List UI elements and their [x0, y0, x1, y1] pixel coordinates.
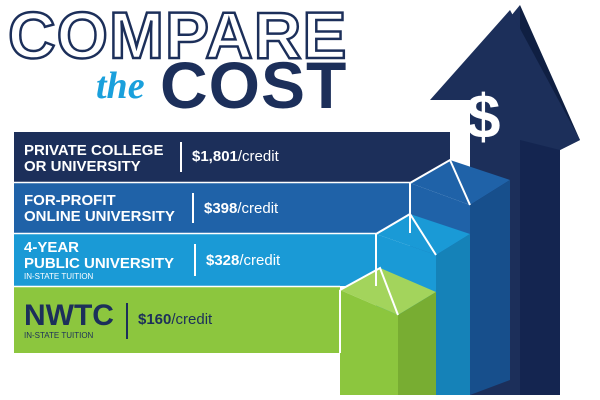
arrow-shaft-shadow [520, 140, 560, 395]
row-nwtc-price: $160/credit [138, 311, 212, 328]
row-private-divider [180, 142, 182, 172]
row-private-price-value: $1,801 [192, 148, 238, 165]
row-public: 4-YEAR PUBLIC UNIVERSITY IN-STATE TUITIO… [14, 234, 376, 286]
title-cost: COST [160, 48, 348, 122]
row-for-profit: FOR-PROFIT ONLINE UNIVERSITY $398/credit [14, 183, 410, 233]
row-public-price-unit: /credit [239, 252, 281, 269]
row-for-profit-price: $398/credit [204, 200, 278, 217]
row-public-price-value: $328 [206, 252, 240, 269]
row-public-divider [194, 244, 196, 276]
row-for-profit-divider [192, 193, 194, 223]
bar-for-profit [14, 183, 410, 233]
dollar-sign-icon: $ [466, 83, 501, 152]
row-nwtc-price-value: $160 [138, 311, 172, 328]
row-public-line2: PUBLIC UNIVERSITY [24, 255, 175, 272]
row-public-line1: 4-YEAR [24, 239, 80, 256]
row-private-label: PRIVATE COLLEGE OR UNIVERSITY [24, 143, 163, 175]
row-private-price-unit: /credit [237, 148, 279, 165]
bar-nwtc [14, 287, 340, 353]
row-private: PRIVATE COLLEGE OR UNIVERSITY $1,801/cre… [14, 132, 450, 182]
row-nwtc-label: NWTC IN-STATE TUITION [24, 301, 114, 341]
row-private-line2: OR UNIVERSITY [24, 158, 141, 175]
row-for-profit-price-value: $398 [204, 200, 238, 217]
step-light-side [436, 234, 470, 395]
step-blue-side [470, 180, 510, 395]
step-green-front [340, 290, 398, 395]
row-for-profit-line2: ONLINE UNIVERSITY [24, 208, 175, 225]
row-private-price: $1,801/credit [192, 148, 279, 165]
title-the: the [96, 65, 145, 107]
row-nwtc: NWTC IN-STATE TUITION $160/credit [14, 287, 340, 353]
bar-private [14, 132, 450, 182]
row-nwtc-sub: IN-STATE TUITION [24, 331, 94, 340]
row-private-line1: PRIVATE COLLEGE [24, 142, 164, 159]
row-for-profit-price-unit: /credit [237, 200, 279, 217]
title-compare: COMPARE [7, 0, 348, 72]
row-for-profit-line1: FOR-PROFIT [24, 192, 116, 209]
row-public-sub: IN-STATE TUITION [24, 272, 94, 281]
row-nwtc-name: NWTC [24, 299, 114, 332]
row-public-price: $328/credit [206, 252, 280, 269]
step-green-side [398, 292, 436, 395]
row-public-label: 4-YEAR PUBLIC UNIVERSITY IN-STATE TUITIO… [24, 240, 174, 282]
row-for-profit-label: FOR-PROFIT ONLINE UNIVERSITY [24, 193, 175, 225]
row-nwtc-price-unit: /credit [171, 311, 213, 328]
row-nwtc-divider [126, 303, 128, 339]
